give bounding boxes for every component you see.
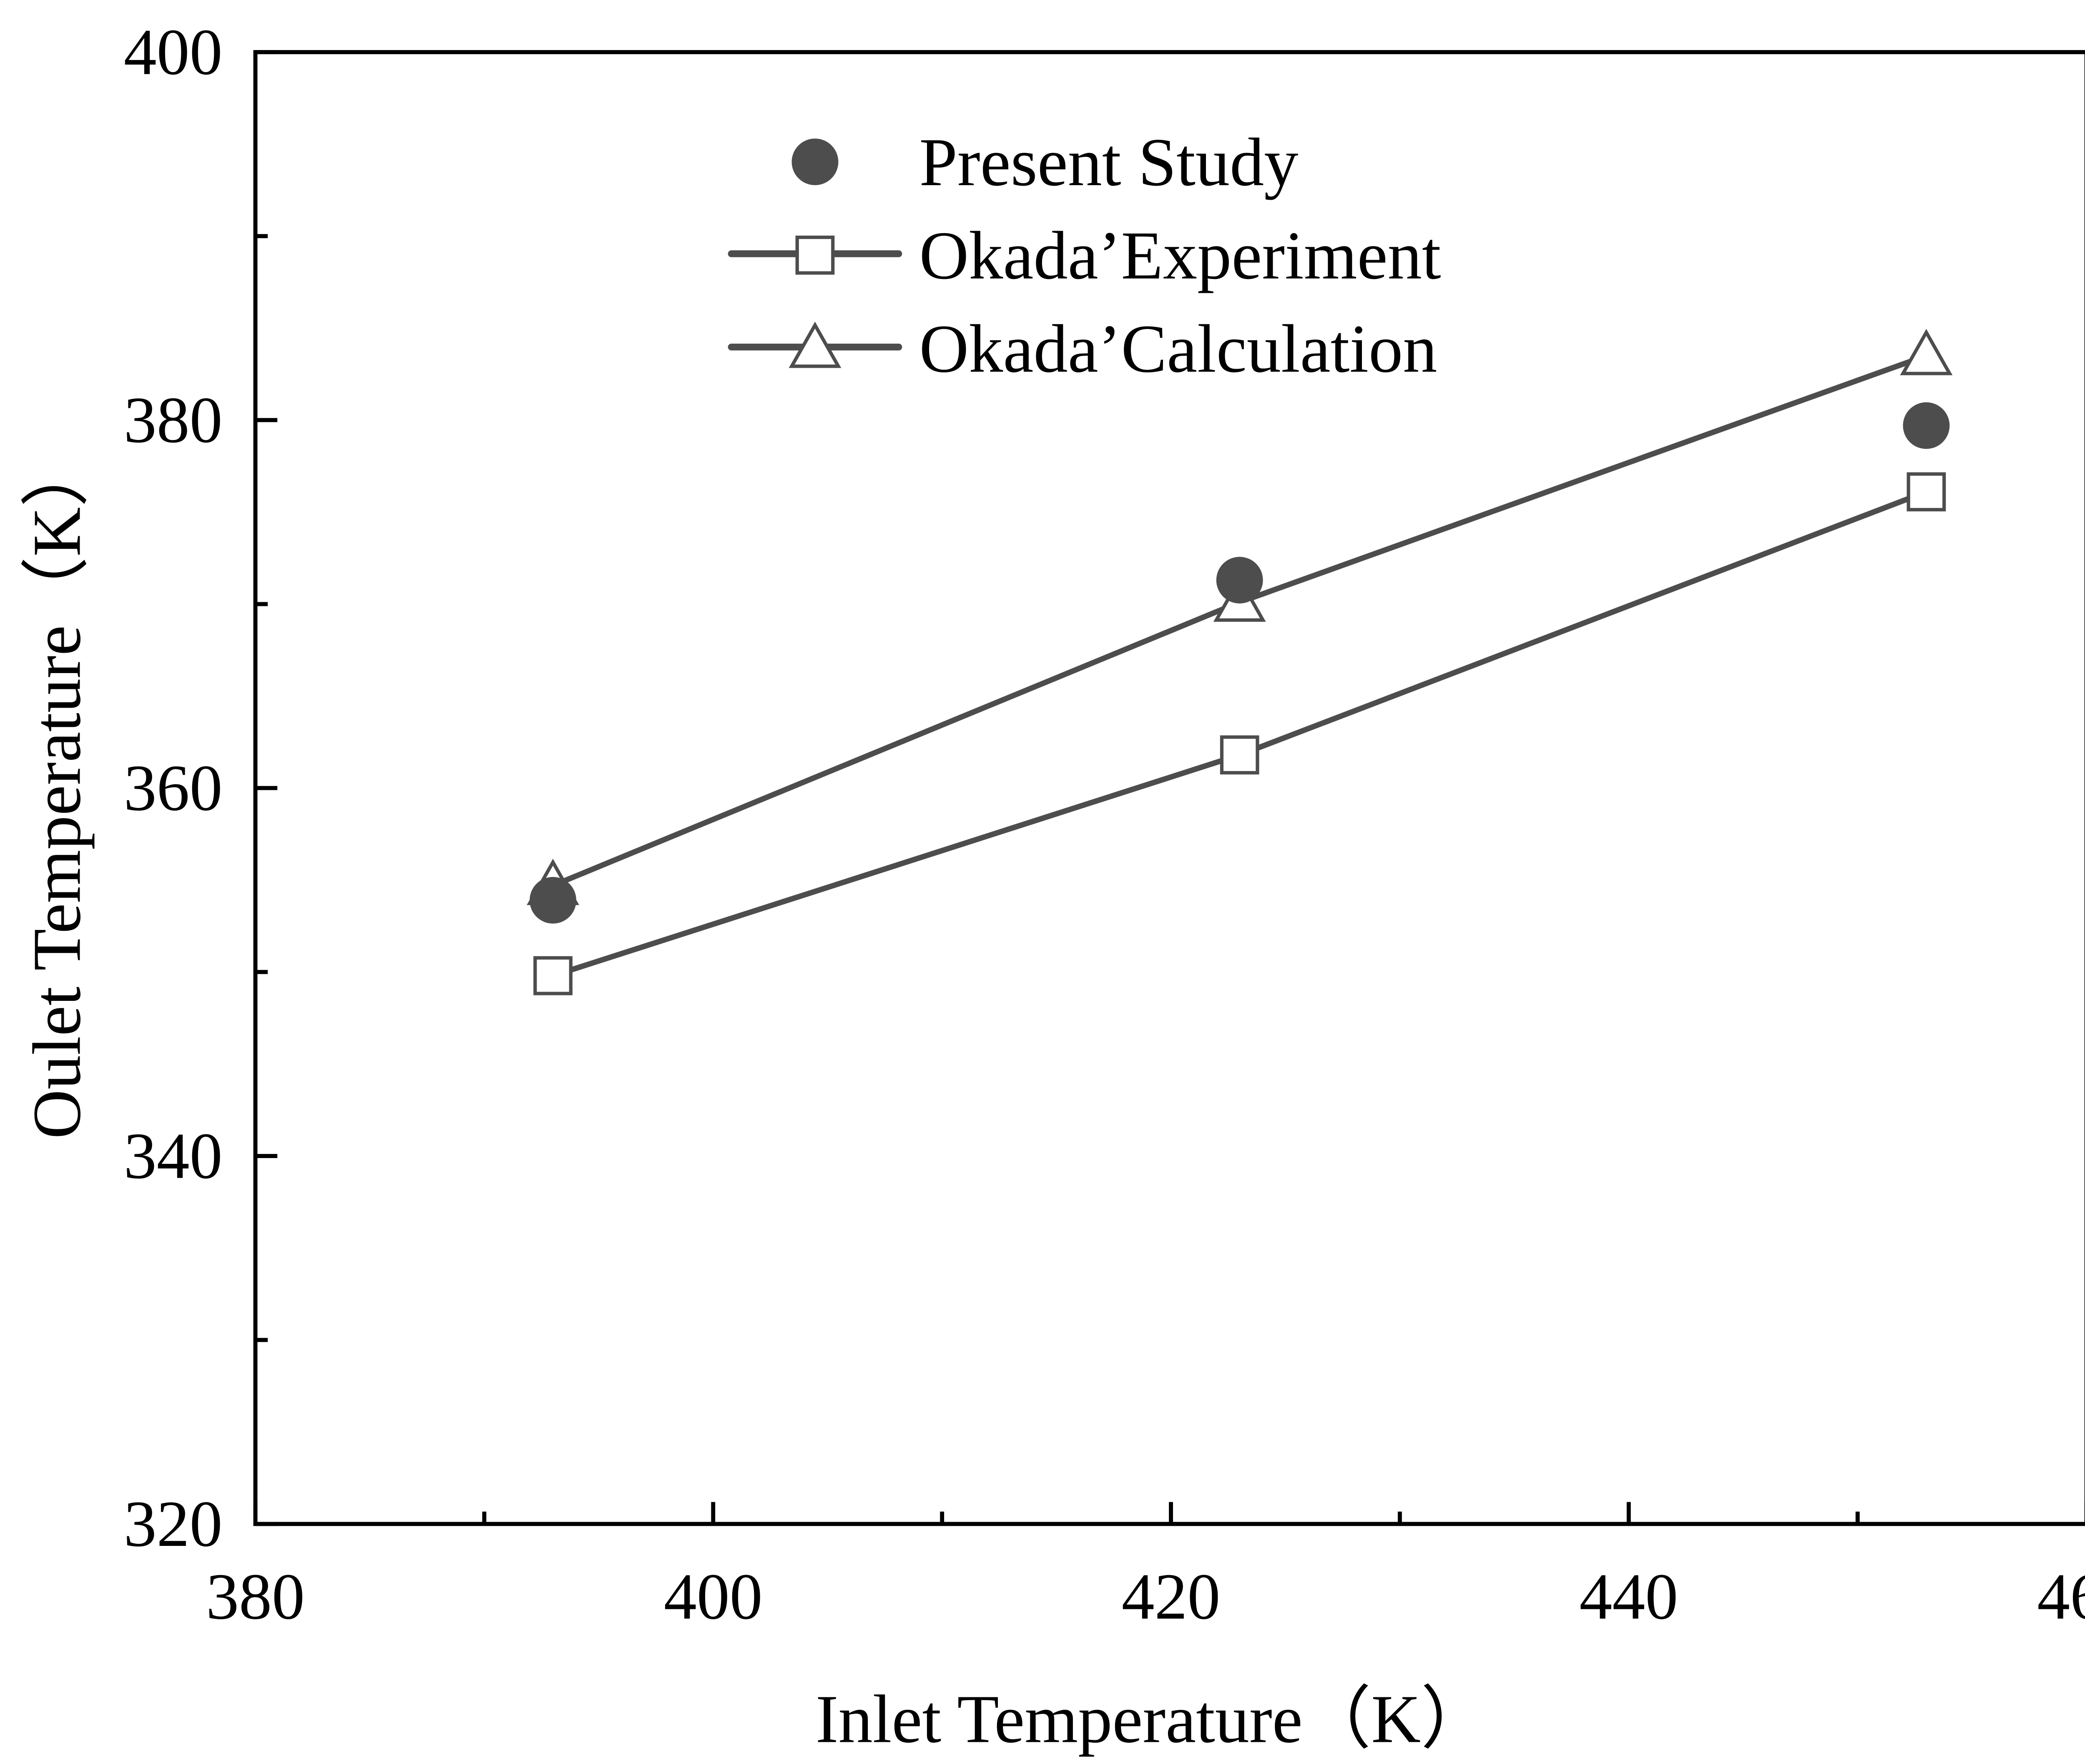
y-tick-labels: 320 340 360 380 400 bbox=[124, 16, 223, 1560]
triangle-marker bbox=[1900, 329, 1953, 375]
x-tick-label: 460 bbox=[2037, 1560, 2085, 1633]
y-axis-label: Oulet Temperature（K） bbox=[18, 438, 95, 1139]
y-tick-label: 360 bbox=[124, 751, 223, 824]
square-marker bbox=[795, 235, 835, 275]
series-present-study bbox=[530, 402, 1950, 924]
y-tick-label: 320 bbox=[124, 1488, 223, 1560]
legend-item: Present Study bbox=[791, 124, 1299, 200]
series-okada-calculation bbox=[527, 329, 1953, 905]
square-marker bbox=[533, 956, 573, 995]
triangle-marker bbox=[789, 322, 842, 368]
x-tick-label: 400 bbox=[664, 1560, 763, 1633]
y-tick-label: 340 bbox=[124, 1120, 223, 1193]
x-tick-label: 420 bbox=[1122, 1560, 1221, 1633]
plot-frame bbox=[253, 50, 2085, 1526]
square-marker bbox=[1220, 735, 1259, 775]
legend-label: Okada’Calculation bbox=[919, 310, 1437, 387]
circle-marker bbox=[530, 877, 576, 924]
circle-marker bbox=[1216, 557, 1263, 604]
circle-marker bbox=[1903, 402, 1950, 449]
y-tick-label: 400 bbox=[124, 16, 223, 89]
x-tick-labels: 380 400 420 440 460 bbox=[206, 1560, 2085, 1633]
legend-label: Present Study bbox=[919, 124, 1298, 200]
legend-item: Okada’Experiment bbox=[728, 217, 1441, 294]
square-marker bbox=[1907, 472, 1946, 512]
legend: Present Study Okada’Experiment Okada’Calcu… bbox=[728, 124, 1441, 387]
circle-marker bbox=[791, 138, 839, 186]
x-tick-label: 440 bbox=[1579, 1560, 1678, 1633]
series-okada-experiment bbox=[533, 472, 1946, 995]
legend-item: Okada’Calculation bbox=[728, 310, 1437, 387]
y-tick-label: 380 bbox=[124, 384, 223, 457]
legend-label: Okada’Experiment bbox=[919, 217, 1441, 294]
x-axis-label: Inlet Temperature（K） bbox=[816, 1681, 1490, 1757]
x-tick-label: 380 bbox=[206, 1560, 305, 1633]
series-layer bbox=[527, 329, 1953, 995]
